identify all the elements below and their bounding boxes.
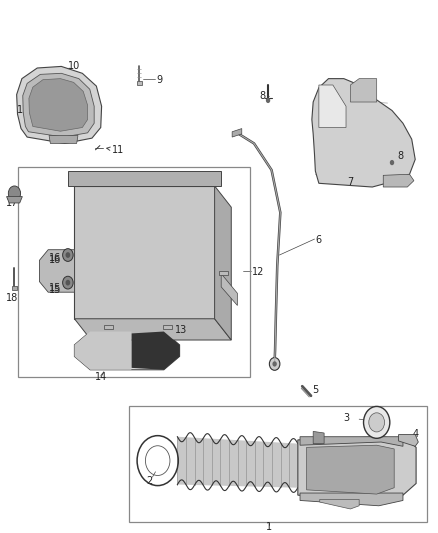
- Bar: [18, 167, 250, 377]
- Circle shape: [63, 248, 73, 261]
- Polygon shape: [300, 493, 403, 506]
- Polygon shape: [74, 332, 180, 370]
- Text: 11: 11: [17, 105, 29, 115]
- Text: 1: 1: [266, 522, 272, 532]
- Text: 8: 8: [260, 91, 266, 101]
- Polygon shape: [68, 171, 221, 186]
- Text: 17: 17: [6, 198, 18, 208]
- Polygon shape: [74, 186, 215, 319]
- Text: 8: 8: [398, 151, 404, 161]
- Text: 6: 6: [315, 235, 321, 245]
- Polygon shape: [17, 67, 102, 143]
- Text: 7: 7: [347, 177, 353, 187]
- Polygon shape: [307, 445, 394, 494]
- Polygon shape: [131, 332, 180, 370]
- Circle shape: [63, 276, 73, 289]
- Polygon shape: [320, 499, 359, 509]
- Text: 18: 18: [6, 293, 18, 303]
- Text: 5: 5: [312, 385, 318, 395]
- Polygon shape: [319, 85, 346, 127]
- Polygon shape: [219, 271, 228, 275]
- Polygon shape: [7, 197, 22, 203]
- Polygon shape: [12, 286, 17, 289]
- Text: 2: 2: [146, 476, 152, 486]
- Circle shape: [66, 280, 70, 286]
- Polygon shape: [49, 135, 78, 143]
- Text: 4: 4: [413, 429, 419, 439]
- Polygon shape: [313, 431, 324, 443]
- Polygon shape: [23, 74, 94, 137]
- Polygon shape: [163, 325, 172, 329]
- Polygon shape: [312, 79, 415, 187]
- Polygon shape: [383, 174, 414, 187]
- Circle shape: [390, 160, 394, 165]
- Polygon shape: [300, 437, 403, 446]
- Polygon shape: [350, 79, 377, 102]
- Polygon shape: [221, 273, 237, 305]
- Text: 15: 15: [49, 285, 61, 295]
- Polygon shape: [215, 186, 231, 340]
- Text: 15: 15: [49, 284, 61, 294]
- Polygon shape: [298, 437, 416, 500]
- Circle shape: [66, 252, 70, 258]
- Circle shape: [272, 361, 277, 367]
- Polygon shape: [137, 81, 142, 85]
- Circle shape: [364, 407, 390, 438]
- Text: 3: 3: [343, 413, 349, 423]
- Text: 11: 11: [112, 146, 124, 155]
- Circle shape: [266, 98, 270, 103]
- Polygon shape: [177, 437, 298, 488]
- Text: 12: 12: [252, 267, 264, 277]
- Text: 16: 16: [49, 255, 61, 265]
- Text: 16: 16: [49, 253, 61, 263]
- Circle shape: [269, 358, 280, 370]
- Text: 9: 9: [157, 75, 163, 85]
- Circle shape: [8, 186, 21, 201]
- Polygon shape: [74, 332, 131, 370]
- Polygon shape: [399, 434, 418, 446]
- Text: 10: 10: [68, 61, 81, 71]
- Circle shape: [369, 413, 385, 432]
- Text: 13: 13: [175, 326, 187, 335]
- Text: 14: 14: [95, 373, 107, 382]
- Polygon shape: [232, 128, 242, 137]
- Polygon shape: [104, 325, 113, 329]
- Polygon shape: [39, 249, 74, 292]
- Polygon shape: [29, 79, 88, 131]
- Bar: [129, 407, 427, 522]
- Polygon shape: [74, 319, 231, 340]
